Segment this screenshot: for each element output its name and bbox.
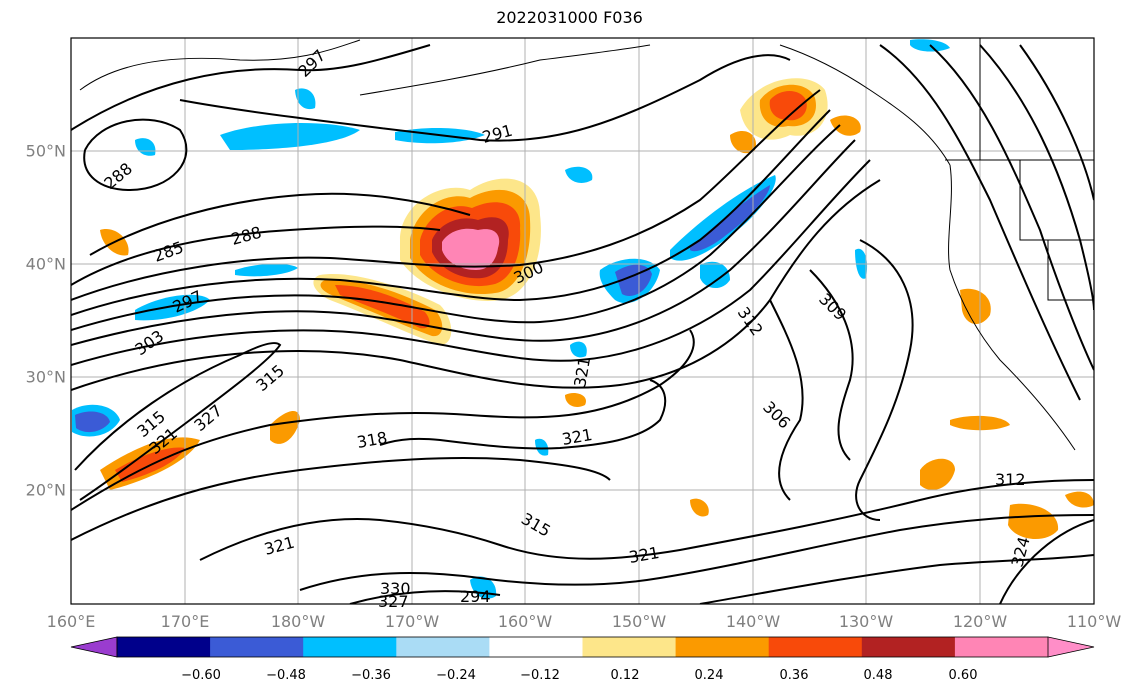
plot-title: 2022031000 F036 <box>496 8 643 27</box>
map-frame <box>70 37 1095 605</box>
anomaly-fills <box>72 39 1094 599</box>
lat-label: 20°N <box>25 480 66 500</box>
positive-fill <box>442 228 500 270</box>
colorbar-tick: 0.48 <box>863 668 893 683</box>
negative-fill <box>690 185 770 252</box>
negative-fill <box>75 411 110 433</box>
contour-label: 312 <box>995 470 1026 489</box>
negative-fill <box>700 261 730 289</box>
positive-fill <box>769 91 807 121</box>
positive-fill <box>565 393 586 407</box>
colorbar-tick: −0.36 <box>351 668 391 683</box>
gridlines <box>71 38 1094 604</box>
lon-label: 110°W <box>1066 612 1122 631</box>
lon-label: 130°W <box>838 612 894 631</box>
lat-label: 40°N <box>25 254 66 274</box>
colorbar-segment <box>489 637 583 657</box>
colorbar-segment <box>768 637 863 657</box>
colorbar-segment <box>210 637 304 657</box>
positive-fill <box>1065 491 1094 508</box>
colorbar-extend-low <box>70 636 118 658</box>
colorbar-tick: −0.24 <box>436 668 476 683</box>
lon-label: 180°W <box>270 612 326 631</box>
colorbar-tick: 0.36 <box>779 668 809 683</box>
positive-fill <box>1008 503 1059 540</box>
contour-label: 327 <box>378 592 409 611</box>
contour-label: 321 <box>627 543 660 567</box>
contour-label: 318 <box>355 428 388 452</box>
colorbar-tick: −0.48 <box>266 668 306 683</box>
contour-label: 330 <box>380 579 411 598</box>
lon-label: 140°W <box>725 612 781 631</box>
colorbar-segment <box>396 637 490 657</box>
colorbar-segment <box>861 637 956 657</box>
contour-label: 303 <box>131 326 167 359</box>
lon-label: 160°W <box>497 612 553 631</box>
contour-label: 291 <box>480 121 514 147</box>
colorbar-segment <box>582 637 677 657</box>
negative-fill <box>670 175 776 261</box>
positive-fill <box>335 285 430 329</box>
contour-label: 321 <box>570 355 594 388</box>
contour-label: 288 <box>229 223 263 249</box>
colorbar-segment <box>303 637 397 657</box>
contour-label: 285 <box>151 237 186 265</box>
colorbar-tick: 0.12 <box>610 668 640 683</box>
negative-fill <box>235 263 298 277</box>
positive-fill <box>270 410 300 444</box>
colorbar <box>70 636 1095 658</box>
lon-label: 160°E <box>46 612 96 631</box>
colorbar-extend-high <box>1047 636 1095 658</box>
colorbar-tick: −0.12 <box>520 668 560 683</box>
lon-label: 150°W <box>611 612 667 631</box>
lat-label: 50°N <box>25 141 66 161</box>
colorbar-frame <box>116 636 1049 658</box>
colorbar-tick: −0.60 <box>181 668 221 683</box>
lon-label: 120°W <box>952 612 1008 631</box>
negative-fill <box>535 438 549 456</box>
positive-fill <box>960 288 991 325</box>
contour-label: 288 <box>100 159 136 193</box>
negative-fill <box>135 294 210 321</box>
negative-fill <box>220 123 360 150</box>
lat-label: 30°N <box>25 367 66 387</box>
positive-fill <box>730 130 756 154</box>
contour-label: 294 <box>460 587 491 606</box>
colorbar-segment <box>675 637 770 657</box>
contour-label: 315 <box>252 361 288 395</box>
positive-fill <box>690 498 709 517</box>
contour-label: 315 <box>518 509 554 541</box>
colorbar-tick: 0.60 <box>948 668 978 683</box>
contour-label: 324 <box>1008 535 1034 569</box>
lon-label: 170°W <box>384 612 440 631</box>
positive-fill <box>830 115 861 136</box>
contour-label: 327 <box>190 401 226 435</box>
negative-fill <box>570 341 587 358</box>
negative-fill <box>565 166 593 183</box>
negative-fill <box>135 138 156 156</box>
negative-fill <box>295 88 316 110</box>
colorbar-segment <box>954 637 1049 657</box>
contours <box>71 44 1094 604</box>
colorbar-segment <box>117 637 211 657</box>
colorbar-tick: 0.24 <box>694 668 724 683</box>
positive-fill <box>920 458 955 490</box>
lon-label: 170°E <box>160 612 210 631</box>
contour-label: 306 <box>759 397 794 432</box>
contour-label: 321 <box>262 533 296 559</box>
